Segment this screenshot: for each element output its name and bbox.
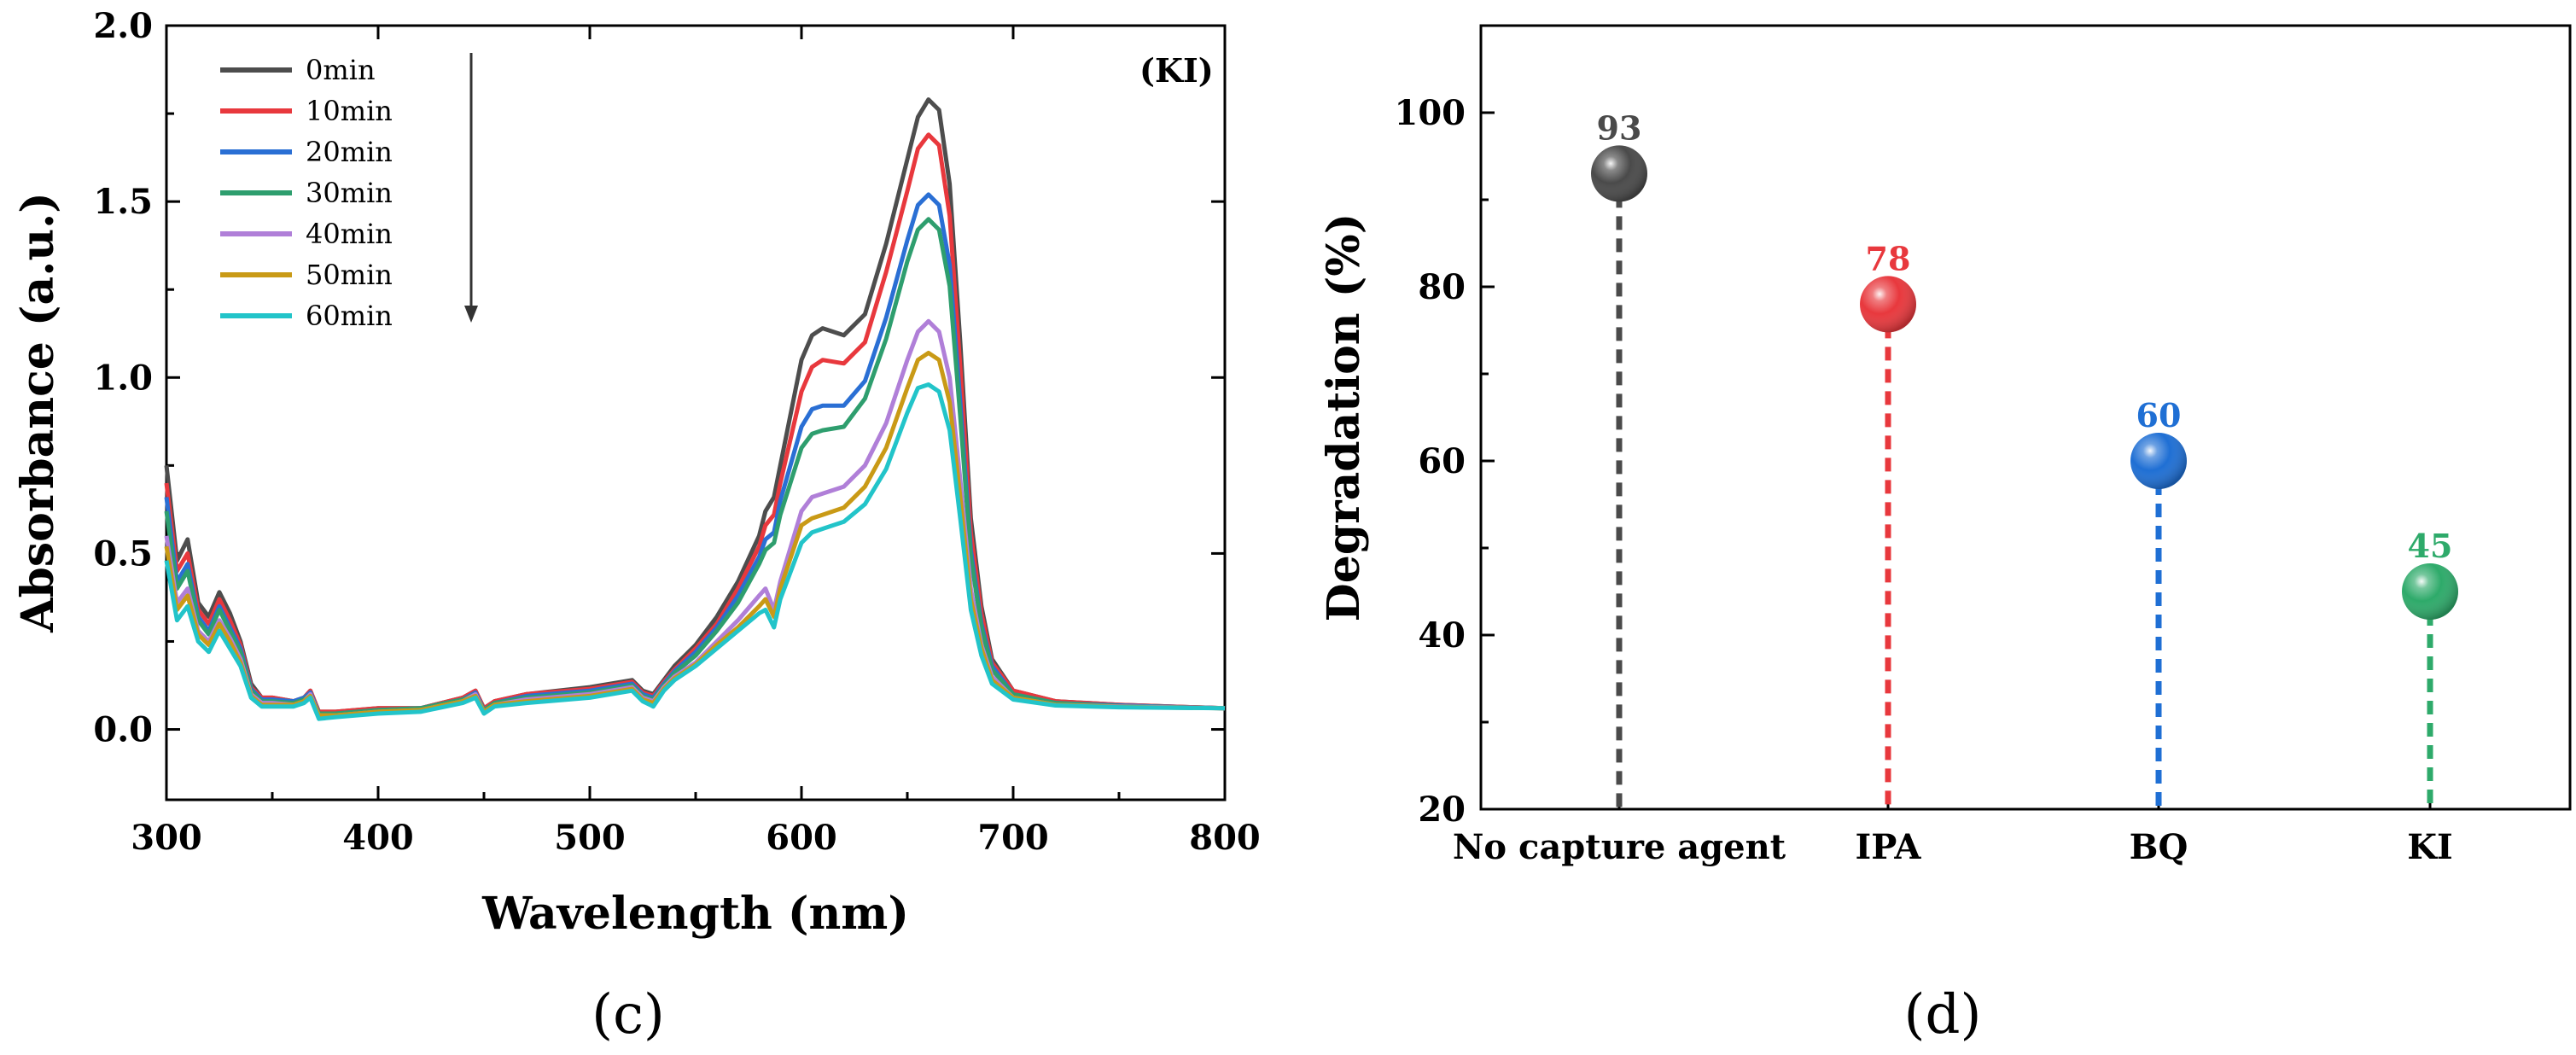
absorbance-x-tick-label: 700 bbox=[977, 818, 1049, 858]
absorbance-x-tick-label: 800 bbox=[1189, 818, 1261, 858]
degradation-point-shine bbox=[2402, 563, 2458, 620]
decrease-arrow-head bbox=[464, 306, 478, 323]
degradation-y-tick-label: 100 bbox=[1395, 93, 1466, 133]
category-label: BQ bbox=[2130, 827, 2188, 867]
absorbance-chart: 300 400 500 600 700 800 0.0 0.5 1.0 1.5 2.0 0min 1… bbox=[12, 6, 1261, 1046]
degradation-point-shine bbox=[1860, 276, 1916, 333]
degradation-y-tick-label: 40 bbox=[1418, 615, 1466, 656]
category-label: No capture agent bbox=[1453, 827, 1786, 867]
degradation-value-label: 78 bbox=[1866, 239, 1911, 277]
category-label: IPA bbox=[1856, 827, 1922, 867]
absorbance-y-tick-label: 2.0 bbox=[93, 6, 153, 46]
legend-label-50min: 50min bbox=[306, 259, 393, 291]
degradation-plot-frame bbox=[1479, 24, 2572, 811]
legend-label-0min: 0min bbox=[306, 54, 376, 86]
degradation-y-axis-label: Degradation (%) bbox=[1318, 213, 1370, 622]
legend-label-10min: 10min bbox=[306, 95, 393, 127]
degradation-value-label: 93 bbox=[1597, 108, 1642, 147]
legend-label-60min: 60min bbox=[306, 300, 393, 332]
degradation-value-label: 60 bbox=[2136, 396, 2182, 434]
absorbance-x-tick-label: 400 bbox=[342, 818, 414, 858]
degradation-y-tick-label: 60 bbox=[1418, 441, 1466, 481]
absorbance-x-tick-label: 600 bbox=[766, 818, 837, 858]
legend-label-40min: 40min bbox=[306, 218, 393, 250]
spectrum-line-30min bbox=[164, 217, 1226, 716]
degradation-value-label: 45 bbox=[2408, 527, 2453, 565]
absorbance-y-tick-label: 0.0 bbox=[93, 710, 153, 750]
legend-label-20min: 20min bbox=[306, 136, 393, 168]
absorbance-x-tick-label: 300 bbox=[131, 818, 202, 858]
degradation-chart: 20 40 60 80 100 No capture agent IPA BQ KI 93 78… bbox=[1318, 24, 2572, 1046]
absorbance-y-tick-label: 1.5 bbox=[93, 182, 153, 222]
absorbance-y-tick-label: 0.5 bbox=[93, 533, 153, 574]
degradation-y-tick-label: 20 bbox=[1418, 790, 1466, 830]
legend-label-30min: 30min bbox=[306, 177, 393, 209]
category-label: KI bbox=[2407, 827, 2452, 867]
absorbance-x-axis-label: Wavelength (nm) bbox=[481, 888, 909, 940]
ki-annotation: (KI) bbox=[1139, 51, 1214, 90]
panel-label-c: (c) bbox=[592, 983, 665, 1046]
spectrum-line-60min bbox=[164, 382, 1226, 721]
degradation-point-shine bbox=[2130, 433, 2187, 489]
absorbance-legend: 0min 10min 20min 30min 40min 50min 60min bbox=[220, 54, 393, 332]
absorbance-y-tick-label: 1.0 bbox=[93, 358, 153, 398]
absorbance-y-axis-label: Absorbance (a.u.) bbox=[12, 192, 64, 633]
degradation-point-shine bbox=[1591, 145, 1647, 202]
degradation-y-tick-label: 80 bbox=[1418, 267, 1466, 307]
absorbance-x-tick-label: 500 bbox=[554, 818, 626, 858]
panel-label-d: (d) bbox=[1904, 983, 1982, 1046]
